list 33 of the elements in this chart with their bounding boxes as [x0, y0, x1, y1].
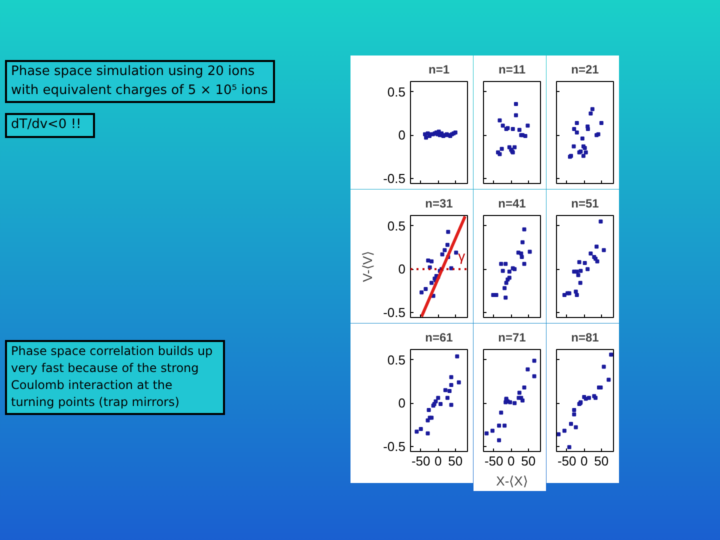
chart-title: n=41 [498, 196, 526, 210]
y-tick-label: 0 [398, 396, 406, 411]
x-tick-label: 0 [434, 454, 442, 468]
text: Phase space simulation using 20 ions with equivalent charges of 5 × 10⁵ ions [11, 63, 269, 100]
chart-title: n=81 [571, 330, 600, 344]
x-tick-label: -50 [557, 454, 576, 468]
chart-title: n=31 [425, 196, 454, 210]
x-tick-label: -50 [411, 454, 430, 468]
text: dT/dv<0 !! [11, 116, 82, 134]
x-tick-label: 50 [448, 454, 463, 468]
annotation: γ [458, 248, 466, 264]
y-axis-title: V-⟨V⟩ [360, 251, 376, 282]
chart-title: n=1 [428, 62, 450, 76]
y-tick-label: -0.5 [383, 304, 406, 320]
y-tick-label: -0.5 [383, 170, 406, 186]
x-tick-label: 0 [508, 454, 515, 468]
x-tick-label: 50 [594, 454, 609, 468]
chart-title: n=11 [498, 62, 526, 76]
y-tick-label: 0.5 [387, 352, 406, 368]
chart-title: n=61 [425, 330, 454, 344]
y-tick-label: 0 [398, 128, 406, 143]
x-tick-label: 50 [521, 454, 536, 468]
x-axis-title: X-⟨X⟩ [496, 474, 528, 488]
y-tick-label: -0.5 [383, 438, 406, 454]
y-tick-label: 0 [398, 262, 406, 277]
chart-title: n=71 [498, 330, 526, 344]
y-tick-label: 0.5 [387, 84, 406, 100]
x-tick-label: -50 [484, 454, 504, 468]
chart-title: n=51 [571, 196, 600, 210]
x-tick-label: 0 [580, 454, 588, 468]
chart-title: n=21 [571, 62, 600, 76]
y-tick-label: 0.5 [387, 218, 406, 234]
text: Phase space correlation builds up very fast because of the strong Coulomb interaction at the turning points (trap mirrors) [11, 343, 214, 412]
